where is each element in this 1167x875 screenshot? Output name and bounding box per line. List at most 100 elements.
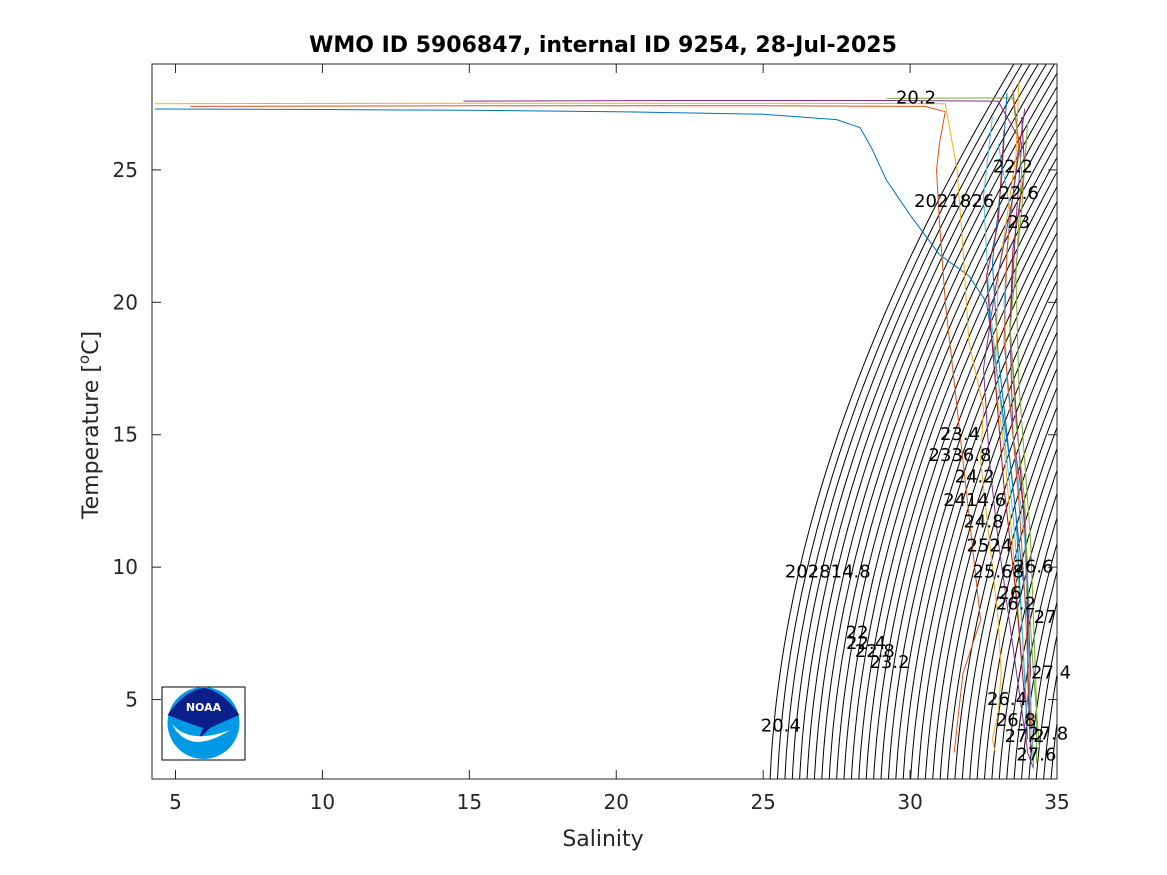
- density-contour-line: [939, 330, 1057, 779]
- y-axis-label: Temperature [oC]: [75, 331, 104, 520]
- contour-label: 22.4: [846, 633, 886, 654]
- x-axis-label: Salinity: [562, 827, 643, 852]
- profile-series: [154, 82, 1040, 769]
- density-contour-line: [902, 247, 1057, 779]
- contour-label: 23.4: [940, 424, 980, 445]
- profile-line-4: [463, 100, 1034, 769]
- profile-line-14: [985, 130, 1026, 700]
- density-contour-line: [865, 170, 1057, 779]
- y-tick-label: 5: [125, 688, 138, 712]
- density-contour-line: [858, 156, 1057, 779]
- density-contour-line: [1066, 64, 1167, 779]
- contour-label: 2414.6: [943, 490, 1006, 511]
- density-contour-line: [984, 447, 1057, 779]
- y-tick-label: 15: [113, 423, 138, 447]
- density-contour-line: [947, 348, 1057, 779]
- x-tick-label: 15: [457, 790, 482, 814]
- noaa-logo: NOAA: [161, 686, 246, 761]
- density-contour-line: [777, 64, 1023, 779]
- profile-line-9: [1003, 90, 1032, 727]
- contour-label: 26.2: [996, 594, 1036, 615]
- contour-label: 22: [846, 623, 869, 644]
- profile-line-7: [1009, 116, 1032, 753]
- contour-label: 26.6: [1013, 556, 1053, 577]
- contour-label: 27.4: [1031, 662, 1071, 683]
- density-contour-line: [791, 64, 1039, 779]
- contour-label: 23.2: [869, 652, 909, 673]
- density-contour-line: [1058, 64, 1167, 779]
- contour-label: 20.2: [896, 88, 936, 109]
- density-contour-line: [917, 279, 1057, 779]
- logo-wave-icon: [172, 724, 230, 742]
- density-contour-line: [821, 85, 1057, 779]
- x-tick-label: 10: [310, 790, 335, 814]
- profile-line-10: [994, 82, 1023, 660]
- y-tick-label: 10: [113, 555, 138, 579]
- y-axis-ticks: 5 10 15 20 25: [113, 158, 1057, 712]
- density-contour-line: [828, 99, 1057, 779]
- x-tick-label: 5: [169, 790, 182, 814]
- contour-label: 27.6: [1016, 745, 1056, 766]
- density-contour-line: [961, 386, 1057, 779]
- density-contours: [769, 64, 1167, 779]
- density-contour-line: [895, 231, 1057, 779]
- density-contour-line: [991, 468, 1057, 779]
- density-contour-line: [850, 141, 1057, 779]
- density-contour-line: [799, 64, 1047, 779]
- density-contour-line: [976, 425, 1057, 779]
- density-contour-line: [910, 263, 1057, 779]
- contour-label: 2021826: [914, 191, 994, 212]
- profile-line-13: [982, 116, 1029, 727]
- contour-label: 20.4: [761, 715, 801, 736]
- contour-label: 25.68: [972, 562, 1024, 583]
- contour-label: 202814.8: [785, 562, 871, 583]
- contour-label: 22.2: [993, 157, 1033, 178]
- x-tick-label: 20: [604, 790, 629, 814]
- x-axis-ticks: 5 10 15 20 25 30 35: [169, 64, 1070, 814]
- density-contour-line: [813, 72, 1057, 779]
- profile-line-2: [190, 105, 982, 753]
- contour-label: 27.8: [1028, 723, 1068, 744]
- profile-line-11: [982, 108, 1026, 732]
- x-tick-label: 25: [750, 790, 775, 814]
- density-contour-line: [1028, 599, 1057, 779]
- profile-line-1: [154, 108, 1034, 766]
- profile-line-12: [1009, 122, 1040, 748]
- profile-line-3: [154, 102, 1002, 753]
- density-contour-line: [1035, 632, 1057, 779]
- density-contour-line: [887, 216, 1057, 779]
- contour-label: 27: [1034, 607, 1057, 628]
- contour-label: 24.8: [963, 511, 1003, 532]
- density-contour-line: [969, 405, 1057, 779]
- density-contour-line: [843, 127, 1057, 779]
- contour-label: 24.2: [955, 466, 995, 487]
- y-axis-label-sup: o: [75, 355, 93, 364]
- density-contour-line: [954, 367, 1057, 779]
- y-axis-label-main: Temperature [: [79, 364, 104, 520]
- density-contour-line: [784, 64, 1031, 779]
- density-contour-line: [806, 64, 1055, 779]
- contour-label: 27.2: [1005, 726, 1045, 747]
- x-tick-label: 35: [1044, 790, 1069, 814]
- contour-label: 23: [1007, 212, 1030, 233]
- logo-text: NOAA: [186, 701, 222, 714]
- contour-label: 26: [999, 583, 1022, 604]
- contour-label: 22.8: [855, 641, 895, 662]
- contour-label: 2524: [966, 535, 1012, 556]
- density-contour-line: [1021, 569, 1057, 779]
- y-axis-label-tail: C]: [79, 331, 104, 355]
- plot-frame: [151, 63, 1058, 780]
- density-contour-line: [769, 64, 1015, 779]
- density-contour-line: [1006, 516, 1057, 779]
- logo-bird-icon: [167, 688, 240, 740]
- y-tick-label: 25: [113, 158, 138, 182]
- chart-title: WMO ID 5906847, internal ID 9254, 28-Jul…: [309, 33, 897, 58]
- y-tick-label: 20: [113, 290, 138, 314]
- contour-label: 22.6: [999, 183, 1039, 204]
- x-tick-label: 30: [897, 790, 922, 814]
- contour-label: 26.8: [996, 710, 1036, 731]
- density-contour-line: [873, 185, 1057, 779]
- contour-label: 26.4: [987, 689, 1027, 710]
